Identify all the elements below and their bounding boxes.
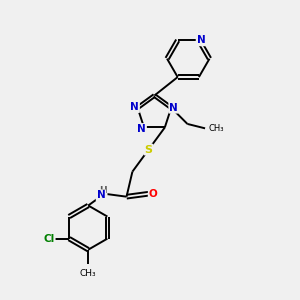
Text: Cl: Cl [44, 234, 55, 244]
Text: N: N [137, 124, 146, 134]
Text: S: S [145, 145, 153, 154]
Text: N: N [169, 103, 178, 113]
Text: N: N [97, 190, 105, 200]
Text: N: N [196, 35, 205, 45]
Text: H: H [99, 186, 107, 195]
Text: CH₃: CH₃ [80, 269, 97, 278]
Text: CH₃: CH₃ [208, 124, 224, 133]
Text: O: O [148, 189, 158, 199]
Text: N: N [130, 102, 139, 112]
